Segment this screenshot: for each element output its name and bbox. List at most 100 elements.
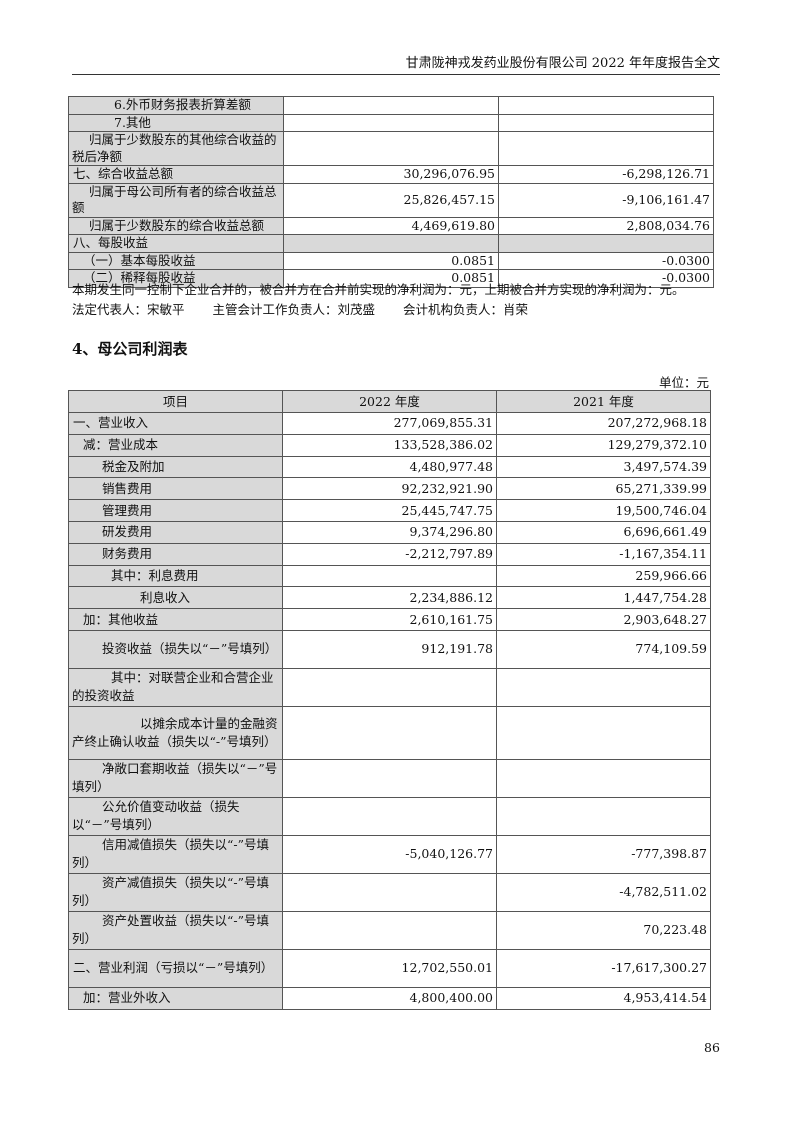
value-2022: 277,069,855.31 [282,412,497,435]
value-2021: 207,272,968.18 [496,412,711,435]
table-row: 财务费用 -2,212,797.89 -1,167,354.11 [68,542,711,566]
table-row: 归属于少数股东的其他综合收益的税后净额 [68,131,714,166]
table-row: 资产处置收益（损失以“-”号填列） 70,223.48 [68,910,711,950]
value-2022: 9,374,296.80 [282,520,497,544]
value-2021 [496,667,711,707]
table-row: 加：营业外收入 4,800,400.00 4,953,414.54 [68,986,711,1010]
table-row: 一、营业收入 277,069,855.31 207,272,968.18 [68,412,711,435]
value-2022: 0.0851 [283,251,499,270]
value-2022 [283,234,499,253]
comprehensive-income-table-continued: 6.外币财务报表折算差额 7.其他 归属于少数股东的其他综合收益的税后净额 七、综合收… [68,96,714,288]
value-2021: -777,398.87 [496,834,711,874]
value-2021: 6,696,661.49 [496,520,711,544]
value-2021: 70,223.48 [496,910,711,950]
value-2021: -17,617,300.27 [496,948,711,988]
table-row: 归属于母公司所有者的综合收益总额 25,826,457.15 -9,106,161.… [68,182,714,218]
value-2021 [498,234,714,253]
report-header-title: 甘肃陇神戎发药业股份有限公司 2022 年年度报告全文 [405,56,720,71]
value-2022 [282,872,497,912]
table-row: 7.其他 [68,113,714,132]
value-2021: 129,279,372.10 [496,433,711,457]
row-label: 归属于少数股东的其他综合收益的税后净额 [68,131,284,166]
value-2022: 30,296,076.95 [283,165,499,184]
row-label: 财务费用 [68,542,283,566]
value-2022: 4,469,619.80 [283,216,499,235]
row-label: 减：营业成本 [68,433,283,457]
value-2022 [283,113,499,132]
value-2022 [282,758,497,798]
row-label: 以摊余成本计量的金融资产终止确认收益（损失以“-”号填列） [68,705,283,760]
row-label: 加：其他收益 [68,608,283,631]
value-2021 [496,796,711,836]
row-label: 销售费用 [68,477,283,501]
row-label: 其中：对联营企业和合营企业的投资收益 [68,667,283,707]
value-2022: 2,234,886.12 [282,586,497,610]
value-2022 [283,131,499,166]
table-row: 公允价值变动收益（损失以“－”号填列） [68,796,711,836]
row-label: （一）基本每股收益 [68,251,284,270]
row-label: 6.外币财务报表折算差额 [68,96,284,115]
value-2022: 4,480,977.48 [282,455,497,479]
unit-label: 单位：元 [658,375,709,390]
table-row: 6.外币财务报表折算差额 [68,96,714,115]
value-2022: 912,191.78 [282,629,497,669]
value-2022: 25,826,457.15 [283,182,499,218]
value-2022: 4,800,400.00 [282,986,497,1010]
value-2022: -2,212,797.89 [282,542,497,566]
value-2021: 4,953,414.54 [496,986,711,1010]
value-2022: 133,528,386.02 [282,433,497,457]
row-label: 7.其他 [68,113,284,132]
accounting-head: 主管会计工作负责人：刘茂盛 [212,302,376,317]
row-label: 信用减值损失（损失以“-”号填列） [68,834,283,874]
parent-income-statement-table: 项目 2022 年度 2021 年度 一、营业收入 277,069,855.31 2… [68,390,711,1010]
row-label: （二）稀释每股收益 [68,269,284,288]
value-2022 [282,564,497,588]
table-row: 其中：对联营企业和合营企业的投资收益 [68,667,711,707]
value-2022 [282,705,497,760]
row-label: 税金及附加 [68,455,283,479]
table-row: 七、综合收益总额 30,296,076.95 -6,298,126.71 [68,165,714,184]
value-2022: 2,610,161.75 [282,608,497,631]
merger-note: 本期发生同一控制下企业合并的，被合并方在合并前实现的净利润为：元，上期被合并方实… [72,282,685,297]
legal-representative: 法定代表人：宋敏平 [72,302,185,317]
table-row: 以摊余成本计量的金融资产终止确认收益（损失以“-”号填列） [68,705,711,760]
header-2021: 2021 年度 [496,390,711,413]
row-label: 加：营业外收入 [68,986,283,1010]
section-title: 4、母公司利润表 [72,340,188,358]
value-2021: 19,500,746.04 [496,499,711,522]
row-label: 公允价值变动收益（损失以“－”号填列） [68,796,283,836]
table-row: 销售费用 92,232,921.90 65,271,339.99 [68,477,711,501]
row-label: 资产处置收益（损失以“-”号填列） [68,910,283,950]
table-row: 加：其他收益 2,610,161.75 2,903,648.27 [68,608,711,631]
table-row: 管理费用 25,445,747.75 19,500,746.04 [68,499,711,522]
value-2021: -0.0300 [498,269,714,288]
row-label: 八、每股收益 [68,234,284,253]
row-label: 其中：利息费用 [68,564,283,588]
row-label: 二、营业利润（亏损以“－”号填列） [68,948,283,988]
value-2022: -5,040,126.77 [282,834,497,874]
table-row: 信用减值损失（损失以“-”号填列） -5,040,126.77 -777,398.8… [68,834,711,874]
value-2022 [282,796,497,836]
value-2021: 259,966.66 [496,564,711,588]
row-label: 七、综合收益总额 [68,165,284,184]
value-2021: -1,167,354.11 [496,542,711,566]
row-label: 归属于母公司所有者的综合收益总额 [68,182,284,218]
table-row: 净敞口套期收益（损失以“－”号填列） [68,758,711,798]
table-row: 投资收益（损失以“－”号填列） 912,191.78 774,109.59 [68,629,711,669]
row-label: 净敞口套期收益（损失以“－”号填列） [68,758,283,798]
table-row: 研发费用 9,374,296.80 6,696,661.49 [68,520,711,544]
value-2022 [282,667,497,707]
page-number: 86 [704,1040,720,1055]
accounting-org-head: 会计机构负责人：肖荣 [403,302,529,317]
table-row: 税金及附加 4,480,977.48 3,497,574.39 [68,455,711,479]
table-row: （一）基本每股收益 0.0851 -0.0300 [68,251,714,270]
table-row: 八、每股收益 [68,234,714,253]
value-2021: 2,903,648.27 [496,608,711,631]
signatures: 法定代表人：宋敏平 主管会计工作负责人：刘茂盛 会计机构负责人：肖荣 [72,299,552,318]
value-2021: 65,271,339.99 [496,477,711,501]
row-label: 归属于少数股东的综合收益总额 [68,216,284,235]
value-2022 [282,910,497,950]
row-label: 投资收益（损失以“－”号填列） [68,629,283,669]
table-row: 二、营业利润（亏损以“－”号填列） 12,702,550.01 -17,617,30… [68,948,711,988]
header-2022: 2022 年度 [282,390,497,413]
